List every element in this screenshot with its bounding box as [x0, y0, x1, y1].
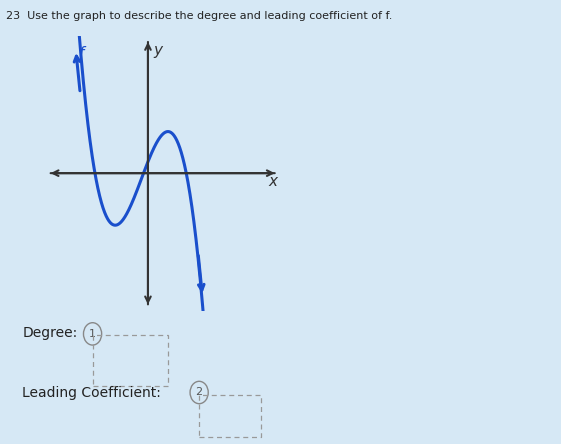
Text: x: x — [269, 174, 278, 189]
Circle shape — [190, 381, 208, 404]
Text: y: y — [153, 43, 162, 58]
Text: Degree:: Degree: — [22, 326, 77, 341]
Text: 2: 2 — [196, 388, 203, 397]
Text: 23  Use the graph to describe the degree and leading coefficient of f.: 23 Use the graph to describe the degree … — [6, 11, 392, 21]
Text: 1: 1 — [89, 329, 96, 339]
Text: f: f — [79, 46, 84, 61]
Text: Leading Coefficient:: Leading Coefficient: — [22, 386, 162, 400]
Circle shape — [84, 323, 102, 345]
